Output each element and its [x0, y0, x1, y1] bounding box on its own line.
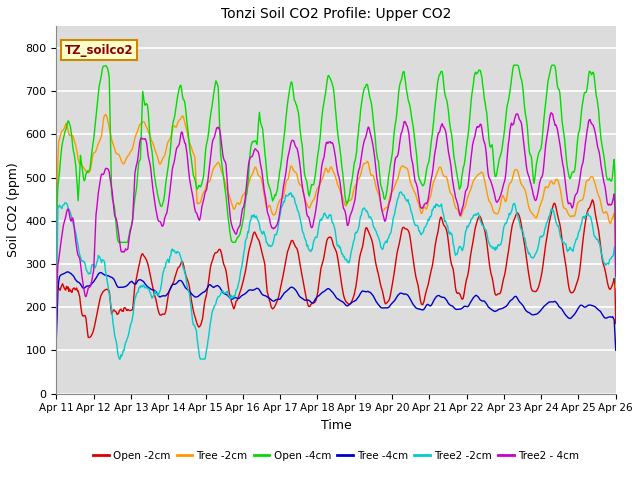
- Title: Tonzi Soil CO2 Profile: Upper CO2: Tonzi Soil CO2 Profile: Upper CO2: [221, 7, 451, 21]
- Text: TZ_soilco2: TZ_soilco2: [65, 44, 133, 57]
- Y-axis label: Soil CO2 (ppm): Soil CO2 (ppm): [7, 163, 20, 257]
- Legend: Open -2cm, Tree -2cm, Open -4cm, Tree -4cm, Tree2 -2cm, Tree2 - 4cm: Open -2cm, Tree -2cm, Open -4cm, Tree -4…: [89, 446, 583, 465]
- X-axis label: Time: Time: [321, 419, 351, 432]
